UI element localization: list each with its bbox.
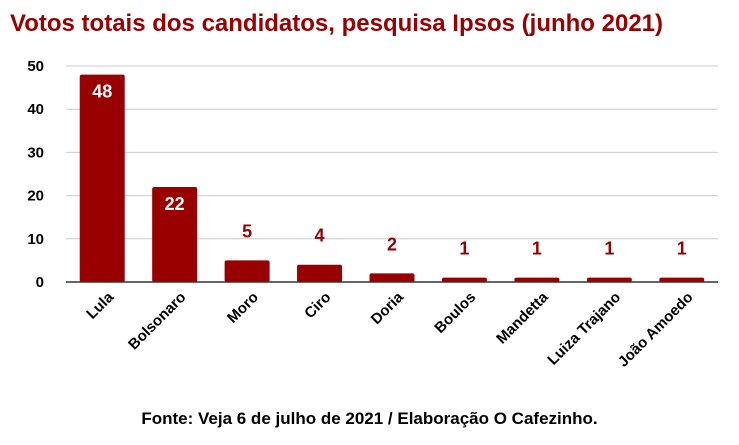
data-labels: 48 22 5 4 2 1 1 1 1 <box>92 82 687 259</box>
bar <box>441 277 487 282</box>
x-axis-labels: Lula Bolsonaro Moro Ciro Doria Boulos Mandetta… <box>83 288 696 370</box>
y-tick-label: 30 <box>27 144 44 161</box>
source-note: Fonte: Veja 6 de julho de 2021 / Elabora… <box>141 409 598 428</box>
bar <box>152 186 198 282</box>
data-label: 48 <box>92 82 112 102</box>
x-tick-label: Moro <box>224 289 262 327</box>
bar <box>79 74 125 282</box>
y-axis-ticks: 0 10 20 30 40 50 <box>27 58 44 291</box>
bar <box>586 277 632 282</box>
y-tick-label: 0 <box>36 274 44 291</box>
data-label: 1 <box>604 239 614 259</box>
data-label: 1 <box>459 239 469 259</box>
chart-title: Votos totais dos candidatos, pesquisa Ip… <box>10 10 664 37</box>
y-tick-label: 10 <box>27 231 44 248</box>
bar <box>514 277 560 282</box>
data-label: 1 <box>532 239 542 259</box>
bar <box>224 260 270 282</box>
x-tick-label: Boulos <box>431 289 479 337</box>
x-tick-label: Luiza Trajano <box>544 289 624 369</box>
bar-chart: 0 10 20 30 40 50 48 22 5 4 2 1 1 1 1 Lula Bolsonaro Mor… <box>27 58 718 371</box>
data-label: 5 <box>242 221 252 241</box>
x-tick-label: Lula <box>83 288 117 322</box>
x-tick-label: Ciro <box>301 289 334 322</box>
bar <box>369 273 415 282</box>
x-tick-label: Doria <box>368 288 408 328</box>
x-tick-label: João Amoedo <box>615 289 697 371</box>
data-label: 2 <box>387 234 397 254</box>
x-tick-label: Bolsonaro <box>125 289 189 353</box>
bar <box>659 277 705 282</box>
x-tick-label: Mandetta <box>493 288 552 347</box>
y-tick-label: 40 <box>27 101 44 118</box>
bars <box>79 74 705 282</box>
y-tick-label: 20 <box>27 188 44 205</box>
y-tick-label: 50 <box>27 58 44 75</box>
bar <box>297 264 343 282</box>
data-label: 4 <box>315 226 325 246</box>
data-label: 22 <box>165 194 185 214</box>
data-label: 1 <box>677 239 687 259</box>
